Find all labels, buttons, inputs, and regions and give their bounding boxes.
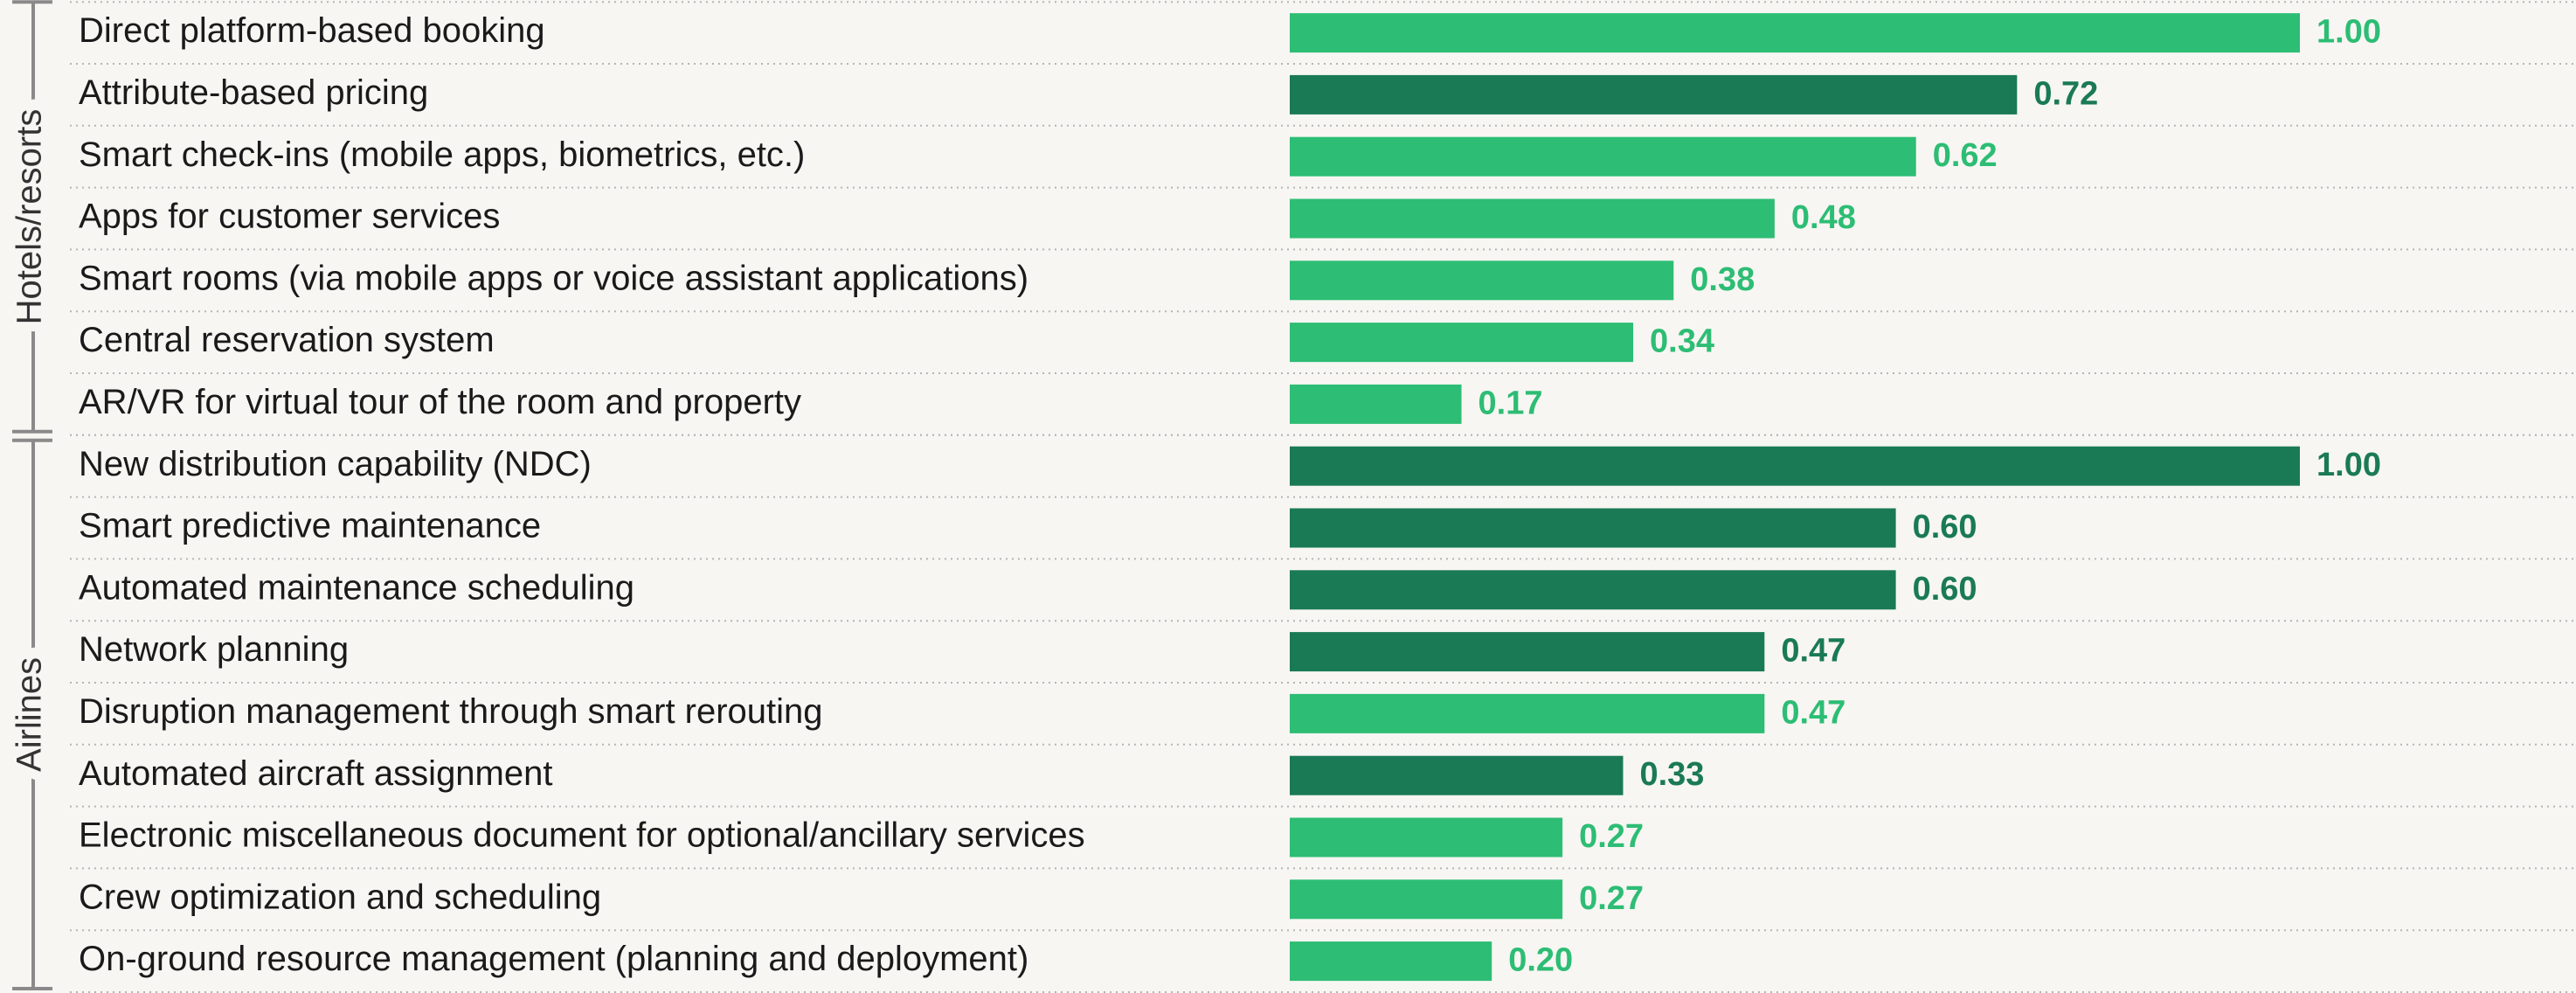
bar [1290, 136, 1916, 177]
bar [1290, 693, 1765, 733]
value-label: 0.17 [1478, 385, 1543, 421]
bar [1290, 446, 2300, 486]
category-label: Central reservation system [79, 321, 495, 359]
category-label: Electronic miscellaneous document for op… [79, 816, 1085, 855]
bar [1290, 384, 1462, 424]
category-label: Automated maintenance scheduling [79, 568, 634, 607]
category-label: Crew optimization and scheduling [79, 878, 601, 916]
bar [1290, 13, 2300, 53]
value-label: 0.20 [1508, 942, 1573, 979]
category-label: AR/VR for virtual tour of the room and p… [79, 383, 801, 421]
value-label: 0.34 [1650, 323, 1714, 360]
value-label: 0.62 [1933, 137, 1998, 174]
value-label: 0.33 [1639, 756, 1704, 793]
bar [1290, 879, 1563, 920]
bar [1290, 508, 1896, 548]
category-label: Direct platform-based booking [79, 11, 545, 50]
value-label: 0.47 [1781, 633, 1845, 670]
bar [1290, 941, 1492, 982]
value-label: 0.27 [1579, 880, 1644, 917]
bar [1290, 74, 2018, 115]
value-label: 1.00 [2316, 447, 2381, 483]
value-label: 0.48 [1791, 199, 1856, 236]
value-label: 0.38 [1690, 261, 1755, 298]
category-label: Network planning [79, 630, 349, 669]
category-label: Smart predictive maintenance [79, 507, 541, 545]
bar [1290, 260, 1674, 301]
value-label: 0.60 [1913, 571, 1977, 608]
bar [1290, 755, 1624, 795]
bar [1290, 198, 1775, 239]
category-label: Apps for customer services [79, 198, 500, 236]
category-label: Smart rooms (via mobile apps or voice as… [79, 259, 1028, 297]
category-label: Attribute-based pricing [79, 73, 428, 112]
category-label: Automated aircraft assignment [79, 754, 552, 793]
value-label: 0.47 [1781, 694, 1845, 731]
value-label: 0.27 [1579, 818, 1644, 855]
category-label: New distribution capability (NDC) [79, 445, 592, 483]
category-label: On-ground resource management (planning … [79, 940, 1028, 978]
bar [1290, 323, 1634, 363]
bar [1290, 570, 1896, 610]
bar [1290, 817, 1563, 858]
group-label: Airlines [10, 657, 49, 772]
value-label: 0.60 [1913, 509, 1977, 545]
group-label: Hotels/resorts [10, 109, 49, 325]
bar [1290, 632, 1765, 672]
category-label: Disruption management through smart rero… [79, 692, 823, 731]
value-label: 1.00 [2316, 14, 2381, 51]
category-label: Smart check-ins (mobile apps, biometrics… [79, 135, 805, 174]
value-label: 0.72 [2033, 75, 2098, 112]
